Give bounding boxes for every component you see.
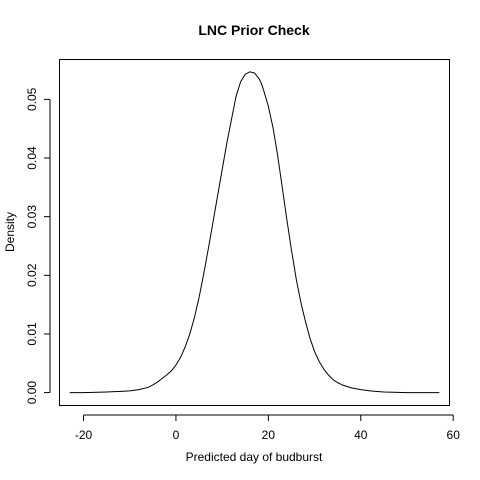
x-axis: -20 0 20 40 60 <box>75 414 461 442</box>
plot-box <box>59 59 450 406</box>
y-tick-label: 0.05 <box>25 87 39 111</box>
y-tick-label: 0.01 <box>25 322 39 346</box>
y-tick-label: 0.04 <box>25 146 39 170</box>
y-tick-label: 0.02 <box>25 263 39 287</box>
y-axis: 0.00 0.01 0.02 0.03 0.04 0.05 <box>25 87 51 405</box>
y-axis-label: Density <box>3 212 17 252</box>
chart-title: LNC Prior Check <box>198 22 309 38</box>
x-tick-label: 0 <box>173 428 180 442</box>
y-tick-label: 0.00 <box>25 381 39 405</box>
series-layer <box>69 71 440 394</box>
x-tick-label: 40 <box>354 428 368 442</box>
x-tick-label: -20 <box>75 428 93 442</box>
x-tick-label: 60 <box>447 428 461 442</box>
x-axis-label: Predicted day of budburst <box>186 450 323 464</box>
y-tick-label: 0.03 <box>25 205 39 229</box>
density-line <box>69 71 440 394</box>
x-tick-label: 20 <box>262 428 276 442</box>
